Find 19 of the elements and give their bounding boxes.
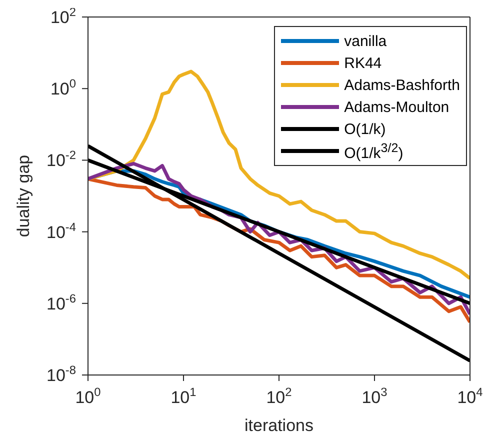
y-tick-label: 10$^{-4}$ (46, 220, 76, 242)
x-axis-title: iterations (244, 416, 314, 435)
x-tick-label: 10$^{4}$ (457, 385, 484, 407)
legend-label: RK44 (344, 54, 382, 72)
y-tick-label: 10$^{-6}$ (46, 291, 76, 314)
x-tick-label: 10$^{1}$ (170, 385, 197, 407)
legend-label: Adams-Bashforth (344, 76, 460, 94)
y-tick-label: 10$^{0}$ (50, 76, 76, 99)
y-tick-label: 10$^{-2}$ (46, 148, 76, 170)
y-axis-title: duality gap (14, 154, 34, 238)
x-tick-label: 10$^{0}$ (75, 385, 102, 407)
legend-label: Adams-Moulton (344, 98, 450, 116)
y-tick-label: 10$^{2}$ (50, 5, 76, 27)
x-tick-label: 10$^{3}$ (362, 385, 388, 407)
x-tick-label: 10$^{2}$ (266, 385, 292, 407)
legend-label: O(1/k$^{3/2}$) (344, 140, 404, 162)
legend-label: vanilla (344, 32, 387, 50)
y-tick-label: 10$^{-8}$ (46, 363, 76, 385)
legend-label: O(1/k) (344, 120, 386, 138)
